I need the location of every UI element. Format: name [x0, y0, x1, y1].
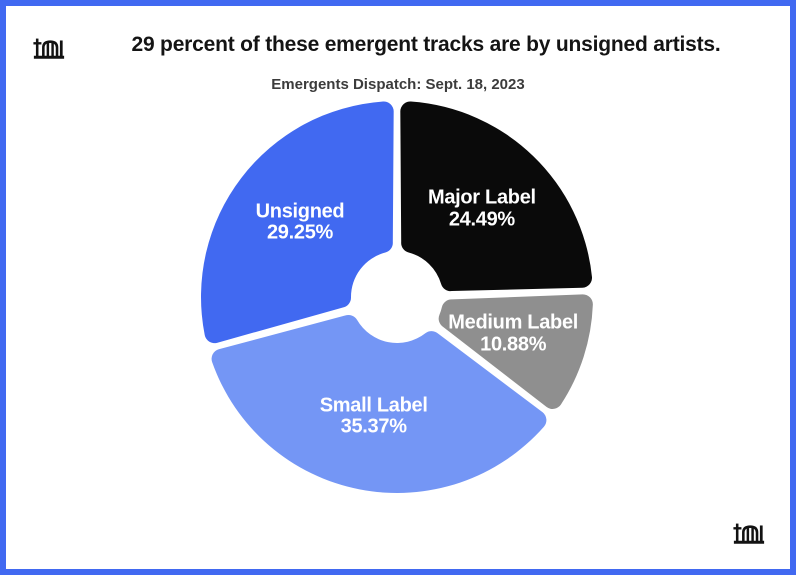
- fence-logo-icon: [733, 523, 765, 544]
- fence-logo-icon: [33, 38, 65, 59]
- slice-unsigned[interactable]: [201, 101, 394, 344]
- slice-medium-label[interactable]: [438, 294, 593, 409]
- slice-major-label[interactable]: [400, 101, 593, 292]
- chart-subtitle: Emergents Dispatch: Sept. 18, 2023: [271, 76, 525, 93]
- chart-title: 29 percent of these emergent tracks are …: [131, 33, 721, 56]
- slice-small-label[interactable]: [211, 314, 547, 493]
